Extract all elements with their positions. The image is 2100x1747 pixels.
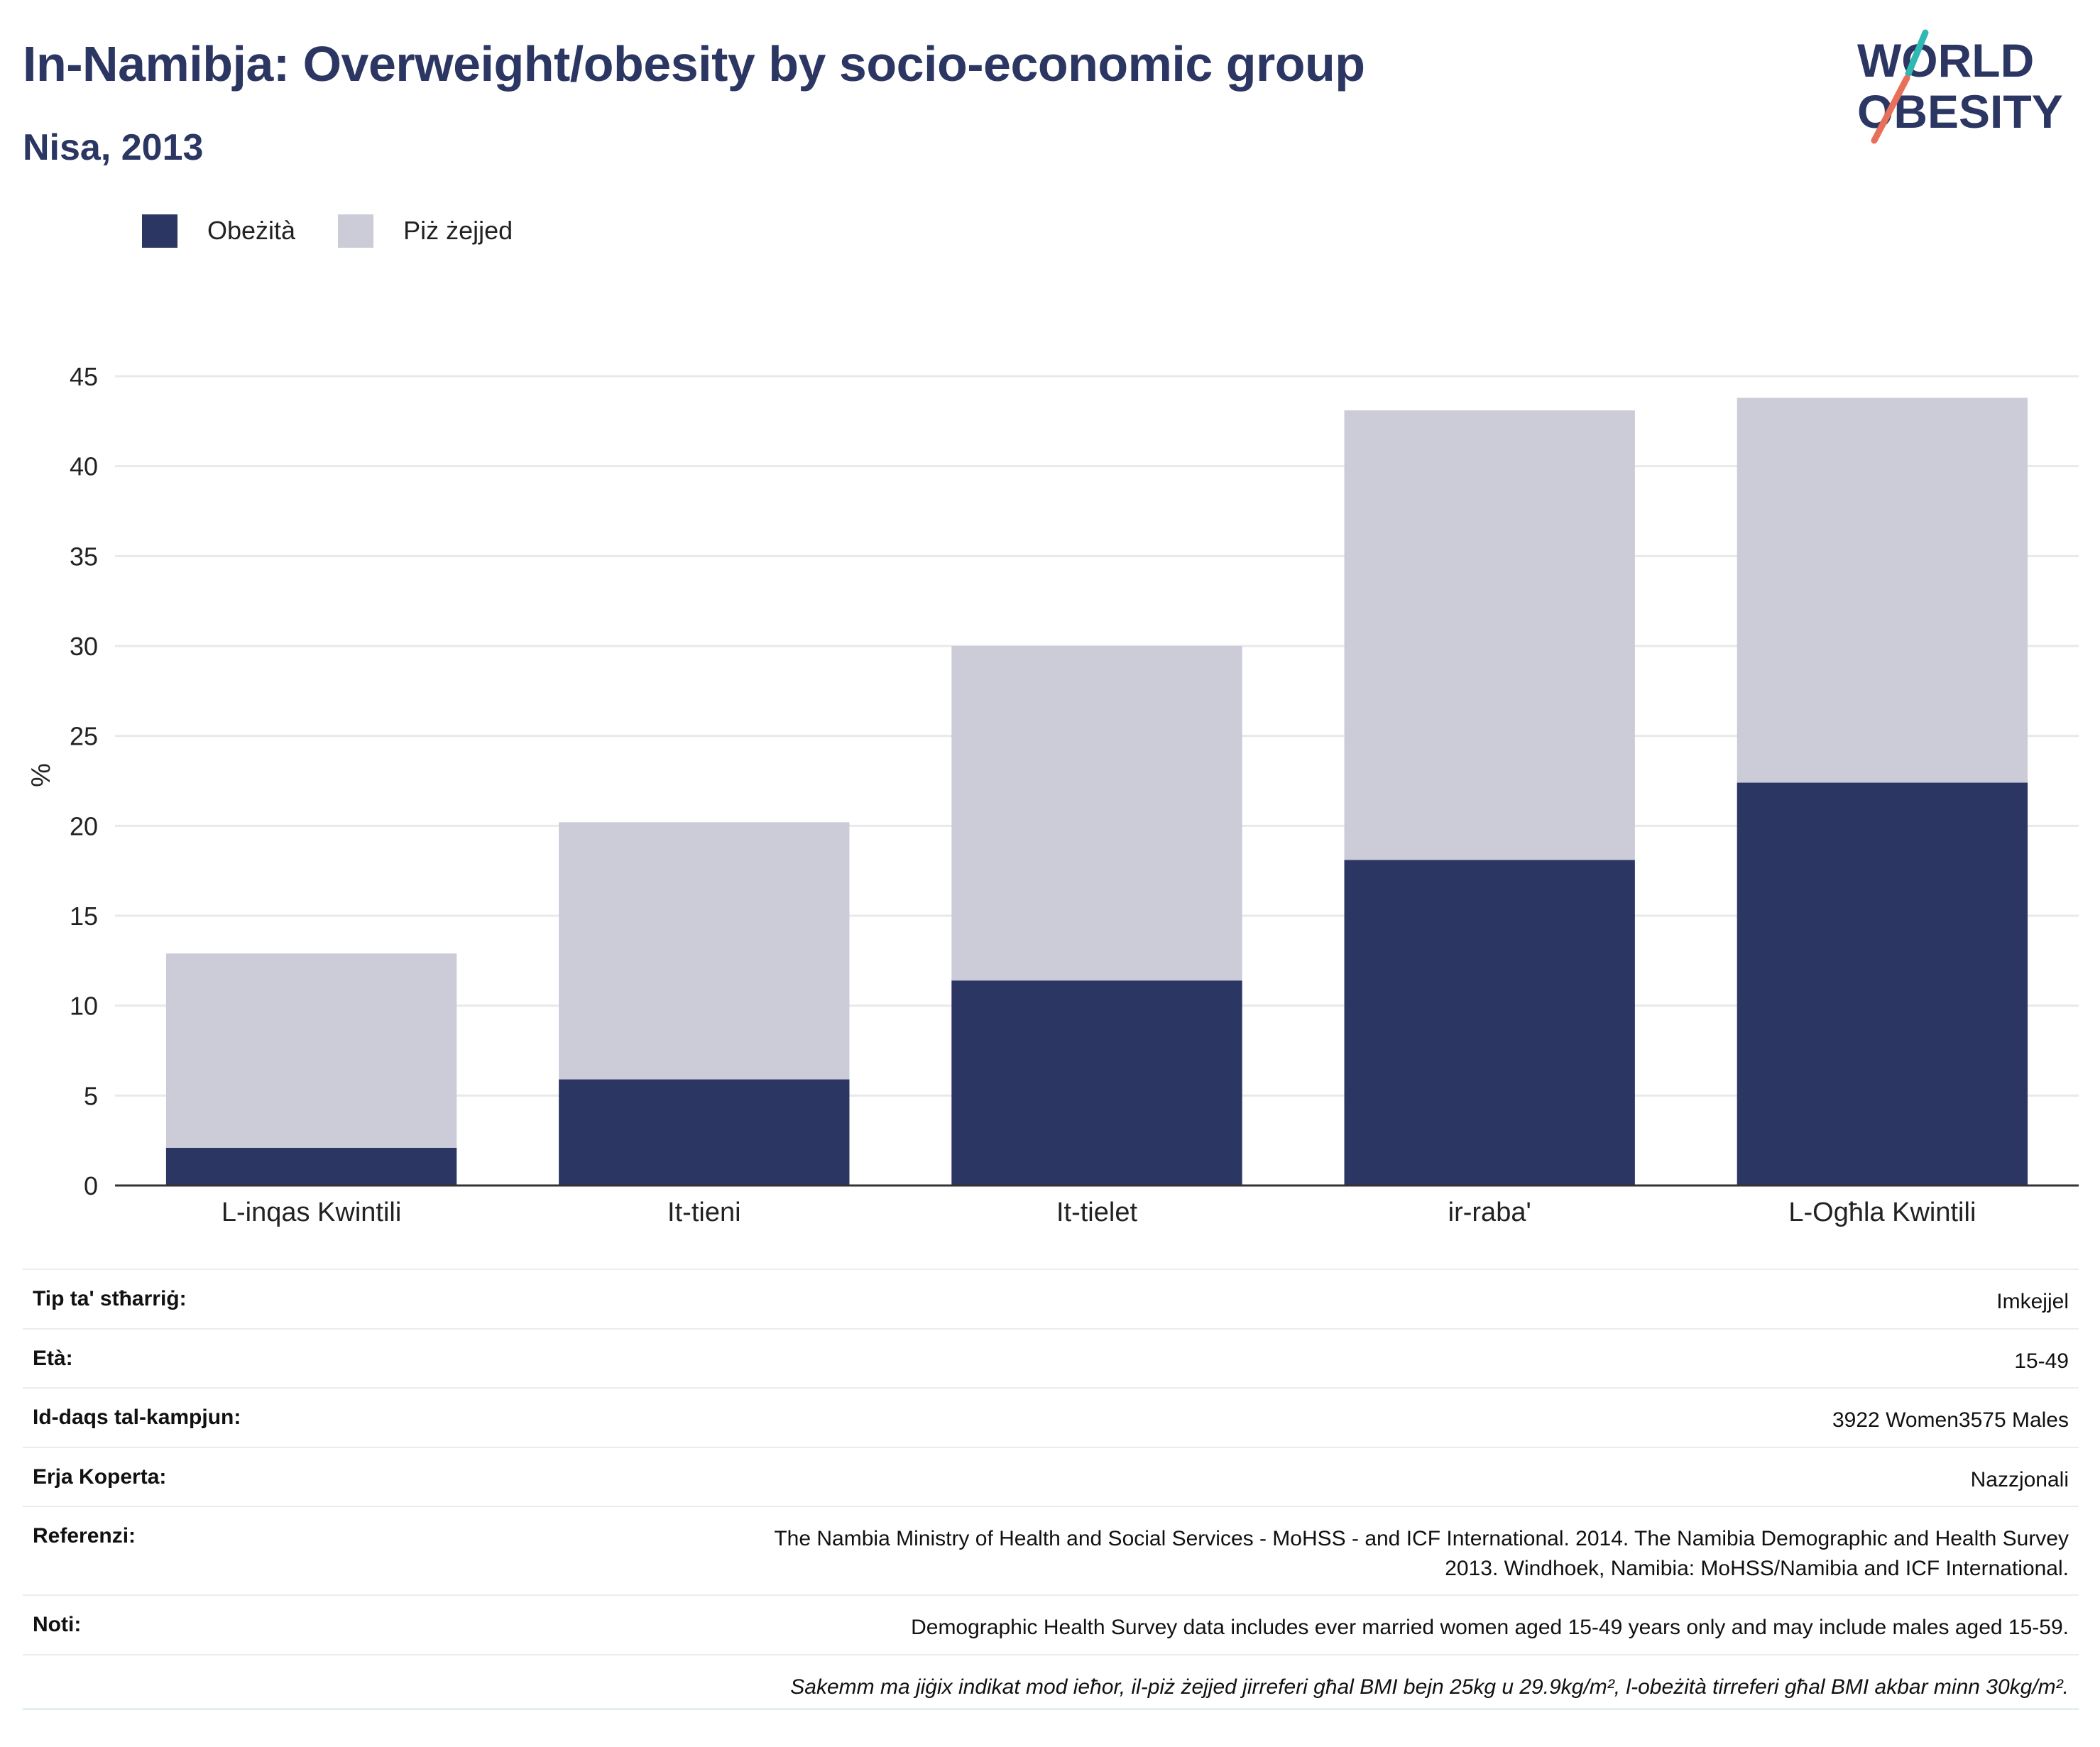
x-tick-label: L-inqas Kwintili <box>222 1198 401 1227</box>
info-key: Referenzi: <box>33 1524 136 1548</box>
x-tick-label: It-tieni <box>667 1198 740 1227</box>
world-obesity-logo: WORLD OBESITY <box>1857 29 2063 144</box>
logo-slash-bottom <box>1871 75 1910 144</box>
y-tick-label: 5 <box>84 1081 98 1110</box>
chart-subtitle: Nisa, 2013 <box>23 127 204 168</box>
info-value: Imkejjel <box>1996 1290 2069 1313</box>
legend-item-overweight[interactable]: Piż żejjed <box>338 214 513 248</box>
y-tick-label: 15 <box>70 902 98 931</box>
legend-swatch-obesity <box>142 214 177 248</box>
info-row-survey-type: Tip ta' stħarriġ: Imkejjel <box>23 1269 2079 1328</box>
info-value: Demographic Health Survey data includes … <box>911 1616 2069 1639</box>
info-row-age: Età: 15-49 <box>23 1328 2079 1387</box>
stacked-bar-chart: 0 5 10 15 20 25 30 35 40 45 L-inqas Kwintili It-ti… <box>26 362 2079 1227</box>
x-tick-label: L-Ogħla Kwintili <box>1788 1198 1976 1227</box>
bar-segment-overweight[interactable] <box>1344 410 1635 860</box>
info-value: 15-49 <box>2014 1349 2069 1373</box>
info-key: Erja Koperta: <box>33 1465 167 1489</box>
y-tick-label: 20 <box>70 811 98 840</box>
table-bottom-border <box>23 1708 2079 1710</box>
bar-segment-overweight[interactable] <box>951 646 1242 981</box>
y-axis-label: % <box>26 763 56 787</box>
legend-label-obesity: Obeżità <box>207 216 296 245</box>
info-value: Sakemm ma jiġix indikat mod ieħor, il-pi… <box>790 1675 2069 1699</box>
bar-segment-overweight[interactable] <box>165 953 457 1148</box>
y-tick-label: 30 <box>70 632 98 661</box>
info-key: Tip ta' stħarriġ: <box>33 1287 187 1310</box>
info-value: The Nambia Ministry of Health and Social… <box>774 1524 2069 1584</box>
bar-segment-obesity[interactable] <box>165 1147 457 1185</box>
bar-segment-obesity[interactable] <box>951 980 1242 1185</box>
info-value: 3922 Women3575 Males <box>1832 1408 2069 1432</box>
legend-swatch-overweight <box>338 214 374 248</box>
info-key: Noti: <box>33 1613 82 1636</box>
info-row-notes: Noti: Demographic Health Survey data inc… <box>23 1594 2079 1654</box>
bar-segment-overweight[interactable] <box>559 822 850 1080</box>
x-axis-labels: L-inqas Kwintili It-tieni It-tielet ir-raba… <box>222 1198 1976 1227</box>
info-key: Età: <box>33 1347 73 1370</box>
bar-segment-overweight[interactable] <box>1737 398 2028 783</box>
info-row-area-covered: Erja Koperta: Nazzjonali <box>23 1447 2079 1506</box>
reference-line-2: 2013. Windhoek, Namibia: MoHSS/Namibia a… <box>1445 1557 2069 1580</box>
chart-title: In-Namibja: Overweight/obesity by socio-… <box>23 36 1365 92</box>
reference-line-1: The Nambia Ministry of Health and Social… <box>774 1527 2069 1550</box>
y-tick-label: 0 <box>84 1171 98 1200</box>
bar-segment-obesity[interactable] <box>1737 782 2028 1185</box>
info-row-sample-size: Id-daqs tal-kampjun: 3922 Women3575 Male… <box>23 1387 2079 1447</box>
y-tick-label: 25 <box>70 722 98 751</box>
x-tick-label: It-tielet <box>1056 1198 1137 1227</box>
y-tick-label: 45 <box>70 362 98 391</box>
bar-segment-obesity[interactable] <box>1344 860 1635 1185</box>
legend-item-obesity[interactable]: Obeżità <box>142 214 295 248</box>
info-value: Nazzjonali <box>1970 1468 2069 1491</box>
info-row-definition: Sakemm ma jiġix indikat mod ieħor, il-pi… <box>23 1654 2079 1708</box>
y-tick-label: 40 <box>70 452 98 481</box>
bar-segment-obesity[interactable] <box>559 1079 850 1185</box>
legend-label-overweight: Piż żejjed <box>403 216 513 245</box>
legend: Obeżità Piż żejjed <box>142 213 555 248</box>
y-tick-label: 35 <box>70 542 98 571</box>
metadata-table: Tip ta' stħarriġ: Imkejjel Età: 15-49 Id… <box>23 1269 2079 1708</box>
x-tick-label: ir-raba' <box>1448 1198 1531 1227</box>
y-axis-ticks: 0 5 10 15 20 25 30 35 40 45 <box>70 362 98 1200</box>
info-row-references: Referenzi: The Nambia Ministry of Health… <box>23 1506 2079 1594</box>
logo-slash-top <box>1905 29 1929 77</box>
bars <box>165 398 2028 1185</box>
logo-text-world: WORLD <box>1857 34 2034 87</box>
info-key: Id-daqs tal-kampjun: <box>33 1406 241 1429</box>
y-tick-label: 10 <box>70 992 98 1021</box>
